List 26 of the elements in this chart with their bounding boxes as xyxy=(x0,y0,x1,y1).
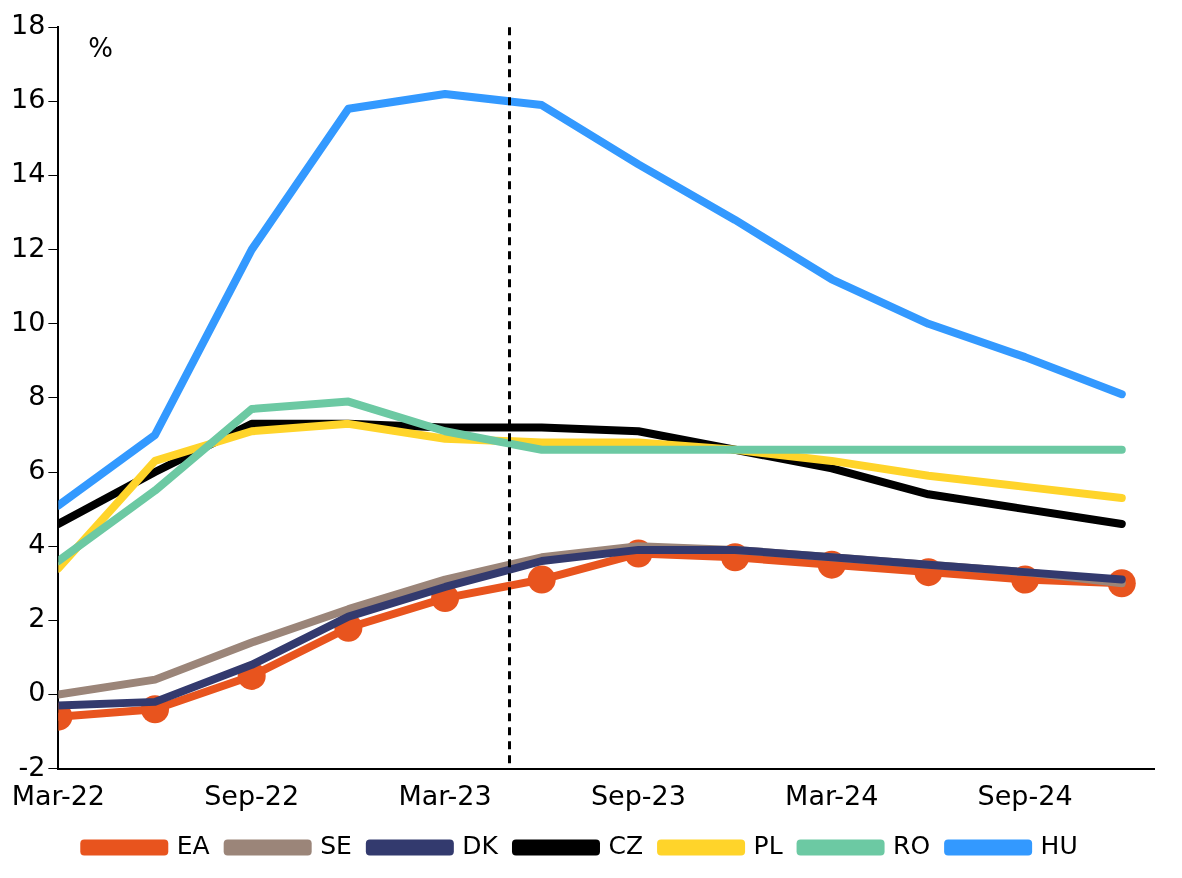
y-tick-label: 12 xyxy=(11,231,46,263)
legend-label: SE xyxy=(320,831,352,860)
y-tick-label: 8 xyxy=(28,379,46,411)
x-tick-label: Sep-23 xyxy=(590,779,686,811)
point xyxy=(527,565,556,594)
x-tick-label: Mar-24 xyxy=(785,779,879,811)
x-tick-label: Mar-22 xyxy=(11,779,106,811)
legend-label: CZ xyxy=(608,831,644,860)
legend-label: RO xyxy=(893,831,931,860)
x-tick-label: Sep-24 xyxy=(977,779,1073,811)
y-tick-label: 6 xyxy=(28,454,46,486)
y-tick-label: 0 xyxy=(28,676,46,708)
y-tick-label: 14 xyxy=(11,157,46,189)
x-tick-label: Mar-23 xyxy=(398,779,492,811)
y-tick-label: 16 xyxy=(11,83,46,115)
y-axis-title: % xyxy=(88,32,114,63)
y-tick-label: 2 xyxy=(28,602,46,634)
legend-label: DK xyxy=(462,831,499,860)
legend-label: HU xyxy=(1040,831,1078,860)
y-tick-label: 18 xyxy=(11,9,46,41)
legend-label: PL xyxy=(753,831,783,860)
y-tick-label: 10 xyxy=(11,305,46,337)
legend-label: EA xyxy=(176,831,210,860)
x-tick-label: Sep-22 xyxy=(204,779,300,811)
y-tick-label: 4 xyxy=(28,528,46,560)
y-tick-label: -2 xyxy=(18,750,46,782)
